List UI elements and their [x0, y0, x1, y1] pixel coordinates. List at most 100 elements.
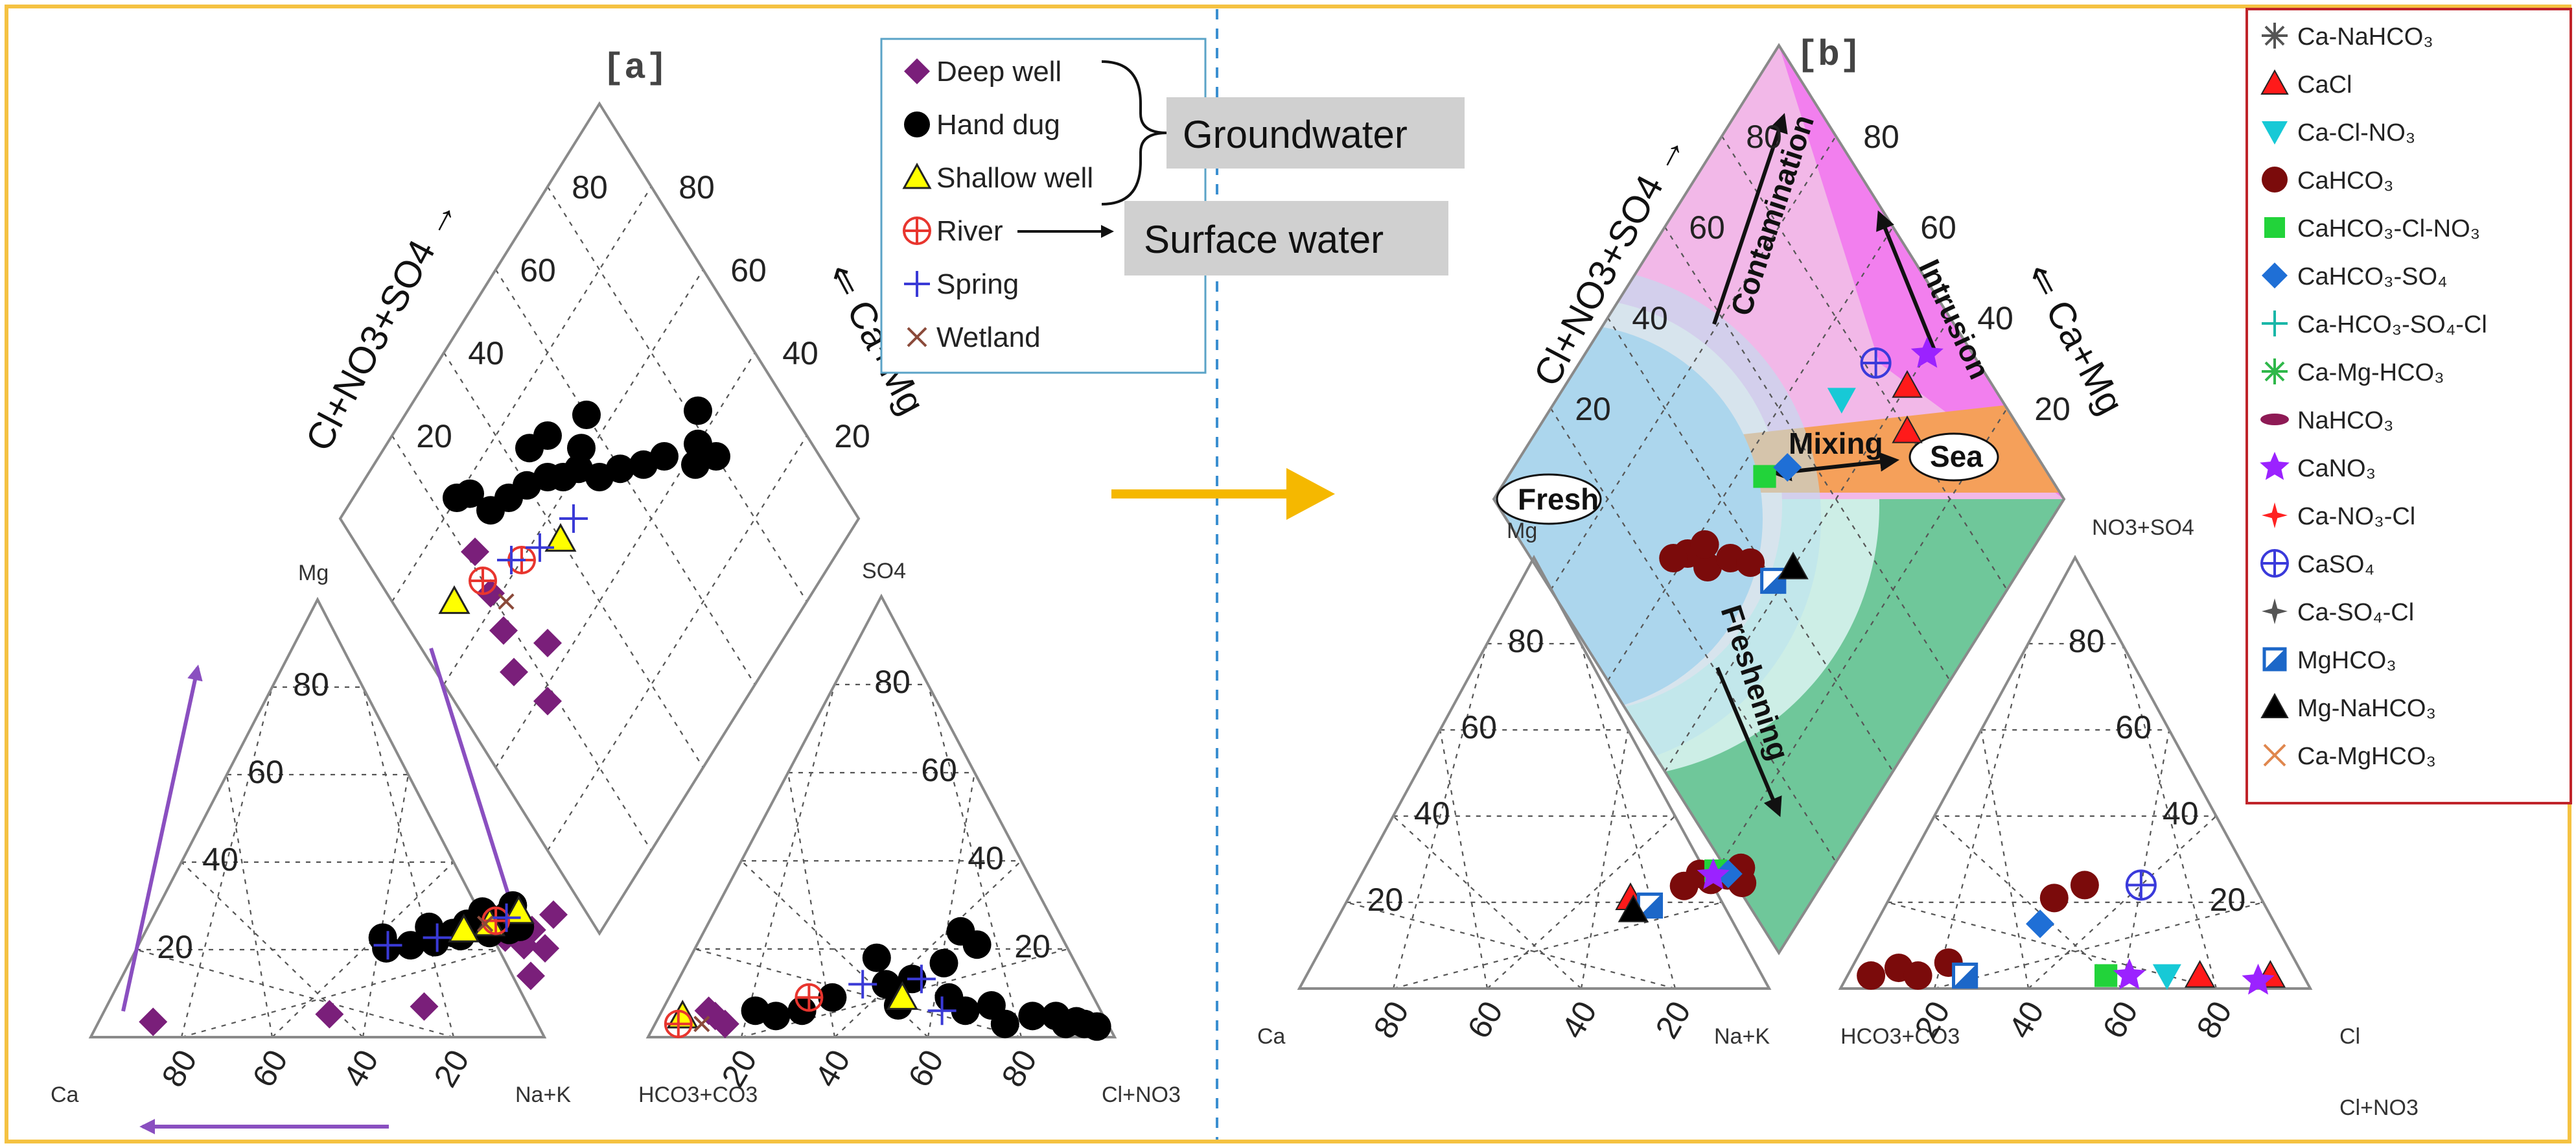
panel-b-cation-triangle	[1297, 554, 1772, 990]
legend-b-marker	[2260, 452, 2290, 480]
grid-line	[1550, 408, 1837, 863]
legend-b-marker	[2262, 121, 2288, 145]
legend-b-box	[2245, 8, 2572, 804]
panel-a-title: [a]	[603, 47, 668, 89]
transition-arrow-head	[1286, 468, 1335, 520]
legend-a-label: Shallow well	[936, 162, 1093, 194]
grid-line	[1393, 815, 1582, 989]
grid-line	[1934, 901, 2264, 990]
grid-line	[1934, 815, 2123, 989]
grid-line	[1392, 643, 1488, 989]
panel-b-bottom-right: Cl+NO3	[2339, 1095, 2419, 1120]
facies-point	[1753, 465, 1776, 488]
tick-label: 20	[1575, 391, 1611, 427]
facies-point	[1618, 894, 1649, 922]
grid-line	[694, 948, 1022, 1038]
river-point-cross	[470, 568, 496, 594]
hand-dug-point	[368, 923, 397, 952]
facies-point	[1690, 530, 1719, 559]
deep-well-point	[539, 900, 568, 929]
legend-b	[2245, 8, 2572, 804]
legend-b-label: CaCl	[2297, 71, 2352, 99]
legend-a-marker	[904, 271, 930, 297]
legend-a-marker	[902, 162, 932, 189]
grid-line	[1393, 901, 1723, 990]
hand-dug-point	[818, 983, 847, 1012]
grid-line	[272, 861, 454, 1038]
surface-water-box	[1124, 201, 1448, 275]
tick-label: 80	[1367, 995, 1416, 1044]
legend-b-marker-fill	[2264, 649, 2285, 670]
legend-b-marker	[2262, 598, 2288, 624]
deep-well-point	[489, 616, 518, 645]
legend-b-label: MgHCO₃	[2297, 647, 2396, 674]
facies-point	[2026, 909, 2055, 939]
grid-line	[1664, 226, 1951, 681]
legend-b-marker	[2260, 692, 2289, 718]
grid-line	[1487, 815, 1676, 989]
zone-label-fresh: Fresh	[1518, 482, 1599, 516]
tick-label: 20	[834, 418, 870, 454]
tick-label: 80	[679, 169, 715, 205]
tick-label: 20	[1014, 928, 1050, 965]
tick-label: 60	[2096, 995, 2145, 1044]
shallow-well-point	[886, 981, 918, 1010]
deep-well-point	[531, 933, 560, 963]
tick-label: 20	[2210, 882, 2246, 918]
panel-b-cation-left: Ca	[1257, 1024, 1286, 1049]
tick-label: 80	[1863, 119, 1899, 155]
river-point-cross	[796, 984, 822, 1011]
tick-label: 60	[2115, 709, 2152, 745]
deep-well-point	[139, 1007, 168, 1037]
sea-ellipse	[1909, 432, 1999, 482]
river-point-cross	[665, 1011, 691, 1037]
legend-b-marker	[2262, 167, 2288, 193]
grid-line	[740, 684, 836, 1038]
grid-line	[443, 269, 704, 685]
tick-label: 60	[730, 252, 767, 288]
tick-label: 60	[1461, 709, 1497, 745]
spring-point	[423, 923, 452, 952]
deep-well-point	[500, 657, 528, 686]
panel-a-diamond-grid	[391, 186, 807, 851]
legend-a-marker	[904, 111, 930, 137]
wetland-point	[477, 915, 494, 932]
tick-label: 60	[901, 1044, 951, 1093]
legend-a	[880, 38, 1465, 374]
facies-point	[1892, 415, 1923, 443]
grid-line	[1607, 317, 1894, 772]
hand-dug-point	[567, 434, 596, 463]
facies-point	[1892, 369, 1923, 398]
data-points	[139, 336, 2286, 1041]
deep-well-point	[315, 1000, 344, 1029]
tick-label: 80	[1508, 623, 1544, 659]
tick-label: 40	[2163, 795, 2199, 832]
tick-label: 60	[248, 754, 284, 790]
tick-label: 80	[995, 1044, 1044, 1093]
tick-label: 40	[1555, 995, 1604, 1044]
legend-b-label: NaHCO₃	[2297, 407, 2394, 434]
legend-a-content: Deep well Hand dug Shallow well River Spring…	[902, 56, 1408, 353]
tick-label: 60	[921, 752, 957, 788]
deep-well-point	[533, 629, 562, 657]
panel-b-anion-left: HCO3+CO3	[1840, 1024, 1960, 1049]
hand-dug-point	[951, 996, 980, 1025]
grid-line	[547, 435, 807, 851]
shallow-well-point	[438, 585, 470, 615]
panel-a-anion-left: HCO3+CO3	[638, 1083, 758, 1107]
tick-label: 40	[1414, 795, 1450, 832]
grid-line	[1721, 408, 2008, 863]
hand-dug-point	[684, 429, 712, 458]
fresh-ellipse	[1496, 473, 1602, 525]
grid-line	[2121, 729, 2170, 989]
zone-label-mixing: Mixing	[1789, 427, 1883, 460]
grid-line	[362, 686, 455, 1038]
legend-b-marker	[2263, 744, 2286, 767]
panel-a-anion-triangle	[645, 593, 1117, 1038]
facies-point	[1778, 551, 1809, 580]
facies-point	[2184, 959, 2216, 988]
spring-point	[526, 533, 554, 562]
tick-label: 60	[1461, 995, 1510, 1044]
facies-point-fill	[1761, 569, 1785, 592]
